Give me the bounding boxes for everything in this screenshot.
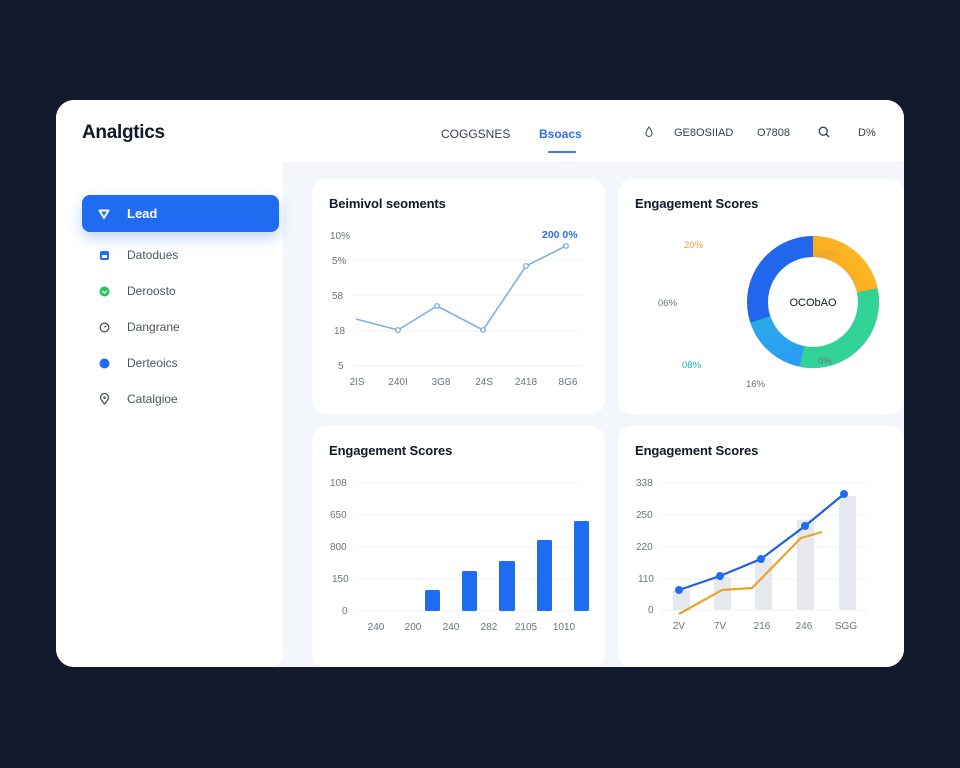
combo-chart-card: Engagement Scores 338 250 220 110 0 — [618, 426, 904, 667]
donut-chart-card: Engagement Scores OCObAO — [618, 179, 904, 414]
bar — [839, 496, 856, 610]
line-chart: 10% 5% 58 18 5 2IS 240I 3G8 24S 2418 8G6 — [330, 229, 582, 388]
donut-label: 08% — [682, 360, 702, 371]
x-tick: 282 — [481, 622, 498, 633]
y-tick: 800 — [330, 542, 347, 553]
sidebar-item-dangrane[interactable]: Dangrane — [82, 309, 279, 345]
x-tick: 216 — [754, 621, 771, 632]
x-tick: 2V — [673, 621, 686, 632]
bar-chart-card: Engagement Scores 108 650 800 150 0 — [312, 426, 605, 667]
bar — [797, 520, 814, 610]
y-tick: 5 — [338, 361, 344, 372]
card-title: Engagement Scores — [635, 443, 759, 458]
donut-center-label: OCObAO — [789, 297, 837, 309]
y-tick: 0 — [342, 606, 348, 617]
y-tick: 250 — [636, 510, 653, 521]
sidebar-item-derteoics[interactable]: Derteoics — [82, 345, 279, 381]
y-tick: 10% — [330, 231, 350, 242]
line-chart-card: Beimivol seoments 10% 5% 58 18 5 2IS 240… — [312, 179, 605, 414]
x-tick: 2418 — [515, 377, 538, 388]
x-tick: 2105 — [515, 622, 538, 633]
donut-label: 20% — [684, 240, 704, 251]
y-tick: 0 — [648, 605, 654, 616]
bar — [714, 577, 731, 610]
dashboard-window: Analgtics COGGSNES Bsoacs GE8OSIIAD O780… — [56, 100, 904, 667]
y-tick: 58 — [332, 291, 344, 302]
y-tick: 220 — [636, 542, 653, 553]
y-tick: 338 — [636, 478, 653, 489]
x-tick: 246 — [796, 621, 813, 632]
bar — [425, 590, 440, 611]
top-header: Analgtics COGGSNES Bsoacs GE8OSIIAD O780… — [56, 100, 904, 162]
card-title: Beimivol seoments — [329, 196, 446, 211]
blue-dot-icon — [98, 357, 110, 369]
combo-chart: 338 250 220 110 0 — [636, 478, 868, 632]
tab-coggsnes[interactable]: COGGSNES — [441, 127, 511, 141]
location-pin-icon — [98, 393, 110, 405]
search-icon[interactable] — [817, 125, 831, 139]
y-tick: 150 — [332, 574, 349, 585]
sidebar-item-label: Deroosto — [127, 284, 176, 298]
heart-shield-icon — [98, 208, 110, 220]
donut-label: 06% — [658, 298, 678, 309]
y-tick: 108 — [330, 478, 347, 489]
x-tick: 7V — [714, 621, 727, 632]
x-tick: 2IS — [349, 377, 364, 388]
app-title: Analgtics — [82, 122, 165, 143]
card-title: Engagement Scores — [635, 196, 759, 211]
orange-line-series — [678, 530, 823, 615]
drop-icon[interactable] — [642, 125, 656, 139]
donut-slice-orange — [747, 236, 879, 368]
sidebar-item-deroosto[interactable]: Deroosto — [82, 273, 279, 309]
x-tick: 240 — [443, 622, 460, 633]
donut-label: 0% — [818, 356, 832, 367]
donut-label: 64% — [817, 249, 837, 260]
green-dot-icon — [98, 285, 110, 297]
sidebar-item-datodues[interactable]: Datodues — [82, 237, 279, 273]
y-tick: 650 — [330, 510, 347, 521]
calendar-icon — [98, 249, 110, 261]
bar — [537, 540, 552, 611]
y-tick: 18 — [334, 326, 346, 337]
tab-bsoacs[interactable]: Bsoacs — [539, 127, 582, 141]
sidebar-item-catalgioe[interactable]: Catalgioe — [82, 381, 279, 417]
peak-annotation: 200 0% — [542, 229, 578, 241]
x-tick: 8G6 — [559, 377, 578, 388]
header-status-label[interactable]: GE8OSIIAD — [674, 127, 734, 139]
x-tick: 1010 — [553, 622, 576, 633]
sidebar-item-lead[interactable]: Lead — [82, 195, 279, 232]
x-tick: SGG — [835, 621, 857, 632]
card-title: Engagement Scores — [329, 443, 453, 458]
bar — [462, 571, 477, 611]
bar — [499, 561, 515, 611]
sidebar-item-label: Datodues — [127, 248, 179, 262]
sidebar: Lead Datodues Deroosto Dangrane Derteoic… — [56, 162, 283, 667]
donut-label: 16% — [746, 379, 766, 390]
y-tick: 110 — [638, 574, 654, 585]
active-tab-indicator — [548, 151, 576, 153]
sidebar-item-label: Dangrane — [127, 320, 180, 334]
x-tick: 24S — [475, 377, 493, 388]
x-tick: 3G8 — [432, 377, 451, 388]
donut-slice-green — [747, 236, 879, 368]
y-tick: 5% — [332, 256, 347, 267]
sidebar-item-label: Derteoics — [127, 356, 178, 370]
donut-chart: OCObAO 20% 64% 06% 0% 08% 16% — [658, 236, 879, 390]
sidebar-item-label: Lead — [127, 206, 158, 221]
header-percent-label[interactable]: D% — [858, 127, 876, 139]
header-code-label[interactable]: O7808 — [757, 127, 791, 139]
x-tick: 240I — [388, 377, 407, 388]
x-tick: 240 — [368, 622, 385, 633]
sidebar-item-label: Catalgioe — [127, 392, 178, 406]
bar-chart: 108 650 800 150 0 240 200 240 282 2105 — [330, 478, 589, 633]
line-series — [355, 245, 567, 331]
clock-icon — [98, 321, 110, 333]
bar — [755, 558, 772, 610]
x-tick: 200 — [405, 622, 422, 633]
bar — [574, 521, 589, 611]
bar — [673, 590, 690, 610]
